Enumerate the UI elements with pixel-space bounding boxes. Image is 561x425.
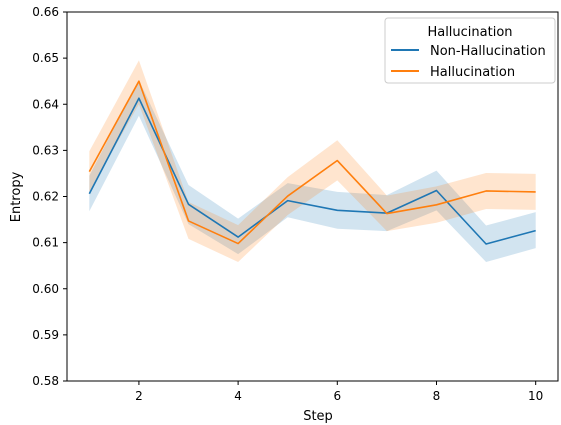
series-lines	[88, 80, 536, 245]
x-tick-label: 4	[234, 389, 242, 403]
legend-box	[384, 17, 556, 84]
y-tick-label: 0.61	[32, 236, 59, 250]
y-tick-label: 0.60	[32, 282, 59, 296]
y-tick-label: 0.65	[32, 51, 59, 65]
legend-title: Hallucination	[427, 25, 512, 40]
y-tick-label: 0.62	[32, 190, 59, 204]
confidence-bands	[89, 60, 536, 263]
y-tick-label: 0.66	[32, 5, 59, 19]
y-tick-label: 0.63	[32, 143, 59, 157]
y-axis-label: Entropy	[9, 171, 24, 222]
legend-label-non-hallucination: Non-Hallucination	[430, 44, 546, 59]
x-tick-label: 10	[528, 389, 543, 403]
y-tick-label: 0.59	[32, 328, 59, 342]
y-tick-label: 0.58	[32, 374, 59, 388]
legend-label-hallucination: Hallucination	[430, 65, 515, 80]
legend: Hallucination Non-Hallucination Hallucin…	[384, 17, 556, 84]
y-axis-ticks: 0.58 0.59 0.60 0.61 0.62 0.63 0.64 0.65 0.66	[32, 5, 67, 388]
x-axis-label: Step	[303, 409, 333, 424]
x-tick-label: 6	[333, 389, 341, 403]
series-line-hallucination	[88, 80, 536, 245]
confidence-band-non-hallucination	[89, 80, 536, 263]
x-tick-label: 8	[433, 389, 441, 403]
x-tick-label: 2	[135, 389, 143, 403]
x-axis-ticks: 2 4 6 8 10	[135, 381, 543, 403]
y-tick-label: 0.64	[32, 97, 59, 111]
